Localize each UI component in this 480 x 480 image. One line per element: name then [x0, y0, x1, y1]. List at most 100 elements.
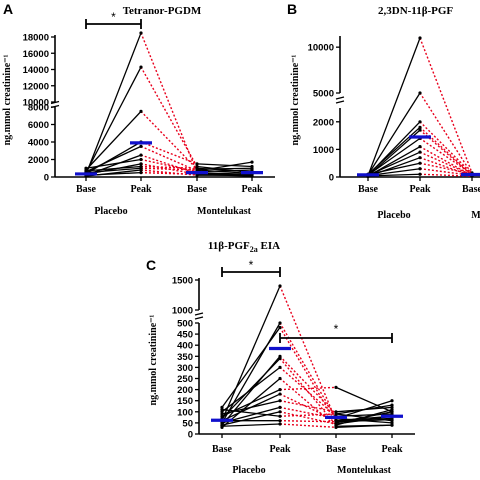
- subject-segment: [367, 126, 421, 175]
- subject-segment: [221, 366, 281, 413]
- subject-segment-peak-to-base: [419, 168, 473, 177]
- subject-point: [278, 321, 282, 325]
- subject-segment-peak-to-base: [279, 355, 337, 415]
- subject-segment: [221, 285, 281, 421]
- subject-segment: [85, 145, 142, 173]
- subject-point: [278, 414, 282, 418]
- subject-point: [278, 392, 282, 396]
- subject-segment: [85, 165, 142, 172]
- subject-segment-peak-to-base: [419, 37, 473, 174]
- panel-a-y-tick-label: 14000: [23, 65, 49, 76]
- subject-segment: [85, 32, 142, 175]
- panel-c-subject-lines: [220, 284, 394, 429]
- subject-point: [334, 420, 338, 424]
- subject-segment: [367, 151, 421, 176]
- subject-point: [220, 405, 224, 409]
- subject-segment-peak-to-base: [279, 419, 337, 423]
- subject-segment: [85, 110, 142, 171]
- subject-segment: [335, 404, 393, 415]
- subject-segment: [85, 141, 142, 175]
- subject-segment: [221, 327, 281, 408]
- panel-b-x-tick-label: Base: [462, 184, 480, 195]
- subject-segment: [367, 92, 421, 176]
- subject-segment-peak-to-base: [140, 165, 198, 169]
- panel-b-y-tick-label: 0: [329, 173, 334, 184]
- subject-point: [418, 36, 422, 40]
- subject-segment: [221, 423, 281, 427]
- panel-c-y-tick-label: 200: [177, 385, 193, 396]
- panel-c-significance-label: *: [249, 258, 254, 272]
- subject-segment-peak-to-base: [419, 137, 473, 175]
- subject-point: [390, 417, 394, 422]
- subject-point: [250, 164, 254, 169]
- panel-b-group-label: M: [471, 210, 480, 221]
- subject-segment-peak-to-base: [419, 151, 473, 176]
- subject-point: [139, 171, 143, 175]
- panel-b-x-tick-label: Base: [358, 184, 379, 195]
- panel-b-letter: B: [287, 1, 297, 17]
- panel-a-title: Tetranor-PGDM: [123, 5, 202, 17]
- subject-segment: [85, 66, 142, 173]
- subject-segment-peak-to-base: [140, 171, 198, 176]
- subject-point: [139, 162, 143, 166]
- panel-c-group-label: Placebo: [232, 465, 265, 476]
- subject-point: [278, 399, 282, 403]
- panel-b-axis-break-mark: [335, 96, 345, 100]
- panel-a-y-tick-label: 10000: [23, 98, 49, 109]
- subject-point: [418, 172, 422, 176]
- subject-segment: [221, 411, 281, 426]
- subject-segment-peak-to-base: [279, 413, 337, 417]
- subject-point: [278, 354, 282, 358]
- panel-b-x-tick-label: Peak: [409, 184, 431, 195]
- subject-segment-peak-to-base: [419, 162, 473, 175]
- subject-point: [418, 128, 422, 132]
- subject-point: [220, 421, 224, 425]
- subject-point: [278, 376, 282, 381]
- subject-segment-peak-to-base: [279, 423, 337, 429]
- subject-point: [139, 109, 143, 113]
- panel-c-axis-break-mark: [194, 312, 204, 316]
- panel-b-axis-break-mark: [335, 100, 345, 104]
- subject-point: [390, 410, 394, 414]
- subject-segment: [367, 137, 421, 176]
- panel-c-group-label: Montelukast: [337, 465, 392, 476]
- subject-point: [220, 424, 224, 428]
- panel-c-y-tick-label: 100: [177, 407, 193, 418]
- panel-a-y-tick-label: 4000: [28, 138, 49, 149]
- subject-point: [390, 405, 394, 409]
- panel-c-title-subscript: 2a: [250, 245, 258, 254]
- subject-point: [418, 150, 422, 154]
- panel-b-y-tick-label: 5000: [313, 89, 334, 100]
- subject-point: [278, 410, 282, 414]
- subject-segment-peak-to-base: [140, 169, 198, 176]
- panel-c-y-tick-label: 300: [177, 363, 193, 374]
- panel-b-group-label: Placebo: [377, 210, 410, 221]
- subject-segment: [221, 408, 281, 417]
- subject-point: [139, 153, 143, 157]
- subject-point: [139, 31, 143, 35]
- subject-segment-peak-to-base: [140, 32, 198, 173]
- panel-a-y-tick-label: 6000: [28, 120, 49, 131]
- panel-a-x-tick-label: Base: [76, 184, 97, 195]
- panel-c-y-tick-label: 0: [188, 430, 193, 441]
- subject-point: [390, 407, 394, 412]
- subject-point: [390, 399, 394, 403]
- subject-segment: [367, 162, 421, 176]
- subject-segment-peak-to-base: [279, 285, 337, 421]
- panel-c-y-tick-label: 50: [182, 418, 193, 429]
- panel-a-significance-label: *: [111, 10, 116, 24]
- subject-point: [278, 356, 282, 361]
- subject-segment: [221, 400, 281, 415]
- subject-point: [220, 412, 224, 416]
- subject-point: [418, 145, 422, 149]
- panel-c-y-tick-label: 400: [177, 341, 193, 352]
- panel-b-y-axis-label: ng.mmol creatinine⁻¹: [290, 55, 301, 146]
- subject-segment-peak-to-base: [419, 146, 473, 177]
- subject-point: [334, 410, 338, 414]
- panel-c-letter: C: [146, 257, 156, 273]
- subject-point: [418, 125, 422, 129]
- subject-point: [278, 419, 282, 423]
- subject-point: [220, 414, 224, 418]
- panel-c-x-tick-label: Base: [326, 444, 347, 455]
